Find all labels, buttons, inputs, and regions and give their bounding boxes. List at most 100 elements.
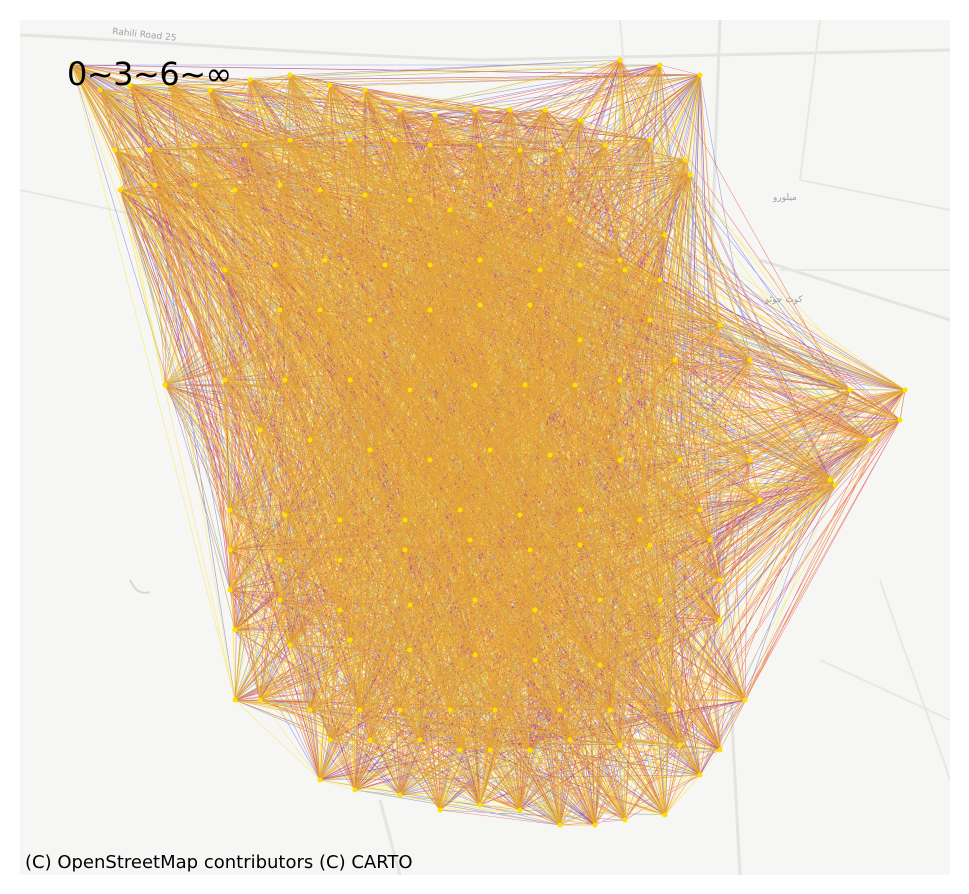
flow-node (282, 377, 288, 383)
flow-node (147, 147, 153, 153)
flow-node (272, 262, 278, 268)
flow-node (362, 192, 368, 198)
flow-node (337, 607, 343, 613)
flow-node (232, 697, 238, 703)
flow-node (437, 807, 443, 813)
flow-node (607, 707, 613, 713)
flow-node (622, 817, 628, 823)
flow-node (647, 137, 653, 143)
flow-node (662, 232, 668, 238)
flow-node (97, 87, 103, 93)
place-label: كوٹ جوٹو (764, 295, 803, 305)
flow-node (617, 57, 623, 63)
map-canvas[interactable]: Rahili Road 25 ميلورو كوٹ جوٹو (20, 20, 950, 875)
flow-node (617, 377, 623, 383)
place-label: ميلورو (772, 193, 797, 203)
flow-node (282, 512, 288, 518)
flow-node (127, 82, 133, 88)
flow-node (672, 357, 678, 363)
flow-node (542, 107, 548, 113)
flow-node (472, 652, 478, 658)
flow-node (347, 377, 353, 383)
flow-node (472, 597, 478, 603)
flow-node (657, 277, 663, 283)
flow-node (277, 307, 283, 313)
flow-node (597, 597, 603, 603)
flow-node (367, 317, 373, 323)
flow-node (427, 262, 433, 268)
flow-node (477, 802, 483, 808)
map-frame[interactable]: Rahili Road 25 ميلورو كوٹ جوٹو 0~3~6~∞ (… (20, 20, 950, 875)
flow-node (112, 147, 118, 153)
flow-node (697, 507, 703, 513)
flow-node (69, 62, 75, 68)
flow-node (307, 707, 313, 713)
flow-node (307, 437, 313, 443)
road-line (129, 579, 151, 594)
flow-node (592, 822, 598, 828)
flow-node (357, 707, 363, 713)
flow-node (232, 627, 238, 633)
flow-node (622, 267, 628, 273)
flow-node (352, 787, 358, 793)
flow-node (277, 557, 283, 563)
flow-node (517, 512, 523, 518)
flow-node (257, 427, 263, 433)
flow-node (337, 557, 343, 563)
road-line (798, 20, 950, 211)
flow-node (227, 587, 233, 593)
flow-node (407, 602, 413, 608)
flow-node (477, 257, 483, 263)
flow-node (657, 637, 663, 643)
flow-node (522, 382, 528, 388)
flow-node (682, 157, 688, 163)
flow-node (477, 302, 483, 308)
flow-node (657, 62, 663, 68)
flow-node (317, 187, 323, 193)
flow-node (207, 87, 213, 93)
flow-node (322, 257, 328, 263)
map-attribution: (C) OpenStreetMap contributors (C) CARTO (25, 852, 413, 873)
flow-node (382, 262, 388, 268)
flow-node (277, 182, 283, 188)
flow-node (697, 772, 703, 778)
flow-node (567, 217, 573, 223)
flow-node (287, 137, 293, 143)
flow-node (167, 82, 173, 88)
flow-node (487, 202, 493, 208)
flow-node (677, 742, 683, 748)
flow-node (517, 807, 523, 813)
flow-node (717, 747, 723, 753)
road-line (378, 799, 402, 875)
flow-node (832, 482, 838, 488)
flow-node (487, 747, 493, 753)
flow-node (317, 777, 323, 783)
flow-node (577, 117, 583, 123)
flow-node (637, 517, 643, 523)
flow-node (467, 537, 473, 543)
flow-node (757, 497, 763, 503)
flow-node (432, 112, 438, 118)
flow-node (572, 382, 578, 388)
flow-node (557, 707, 563, 713)
flow-node (117, 187, 123, 193)
flow-node (867, 437, 873, 443)
flow-node (407, 197, 413, 203)
flow-node (162, 382, 168, 388)
flow-node (247, 77, 253, 83)
flow-node (427, 307, 433, 313)
flow-node (222, 267, 228, 273)
flow-node (477, 142, 483, 148)
flow-node (547, 452, 553, 458)
flow-node (557, 822, 563, 828)
flow-node (492, 707, 498, 713)
flow-node (222, 377, 228, 383)
flow-node (447, 707, 453, 713)
flow-node (567, 737, 573, 743)
flow-node (397, 707, 403, 713)
flow-node (427, 142, 433, 148)
flow-node (507, 107, 513, 113)
flow-node (327, 737, 333, 743)
flow-node (687, 172, 693, 178)
flow-node (407, 647, 413, 653)
